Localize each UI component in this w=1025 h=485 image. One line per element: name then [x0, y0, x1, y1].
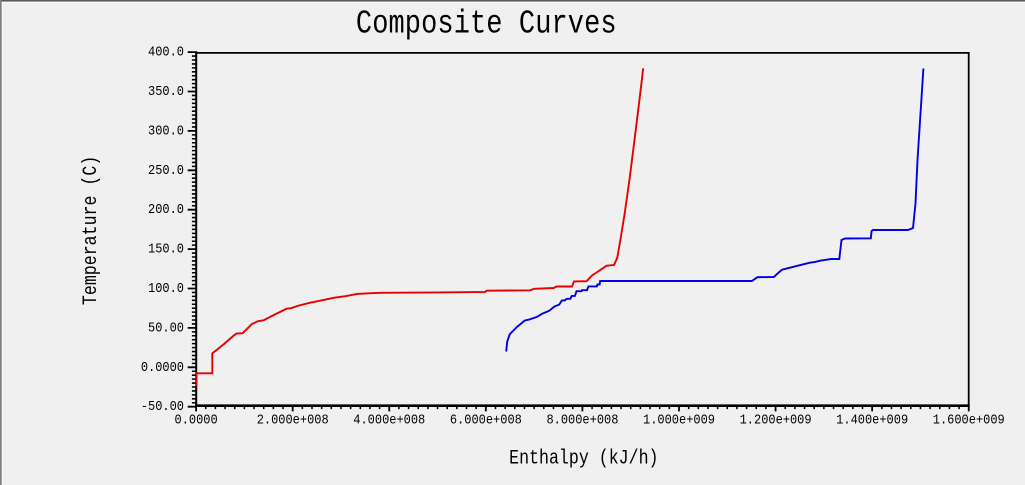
- svg-text:8.000e+008: 8.000e+008: [546, 412, 618, 428]
- svg-text:Composite Curves: Composite Curves: [356, 6, 617, 43]
- svg-text:150.0: 150.0: [148, 241, 184, 257]
- svg-text:300.0: 300.0: [148, 123, 184, 139]
- svg-text:250.0: 250.0: [148, 162, 184, 178]
- svg-text:1.400e+009: 1.400e+009: [836, 412, 908, 428]
- svg-text:6.000e+008: 6.000e+008: [450, 412, 522, 428]
- svg-text:200.0: 200.0: [148, 202, 184, 218]
- svg-text:Temperature (C): Temperature (C): [80, 156, 103, 305]
- svg-text:-50.00: -50.00: [141, 399, 184, 415]
- svg-text:50.00: 50.00: [148, 320, 184, 336]
- svg-text:0.0000: 0.0000: [141, 359, 184, 375]
- svg-text:1.000e+009: 1.000e+009: [643, 412, 715, 428]
- svg-text:100.0: 100.0: [148, 280, 184, 296]
- svg-text:1.200e+009: 1.200e+009: [740, 412, 812, 428]
- svg-text:Enthalpy (kJ/h): Enthalpy (kJ/h): [509, 447, 658, 470]
- svg-text:0.0000: 0.0000: [175, 412, 218, 428]
- svg-text:1.600e+009: 1.600e+009: [933, 412, 1005, 428]
- svg-text:350.0: 350.0: [148, 83, 184, 99]
- svg-text:4.000e+008: 4.000e+008: [353, 412, 425, 428]
- svg-text:2.000e+008: 2.000e+008: [257, 412, 329, 428]
- svg-text:400.0: 400.0: [148, 44, 184, 60]
